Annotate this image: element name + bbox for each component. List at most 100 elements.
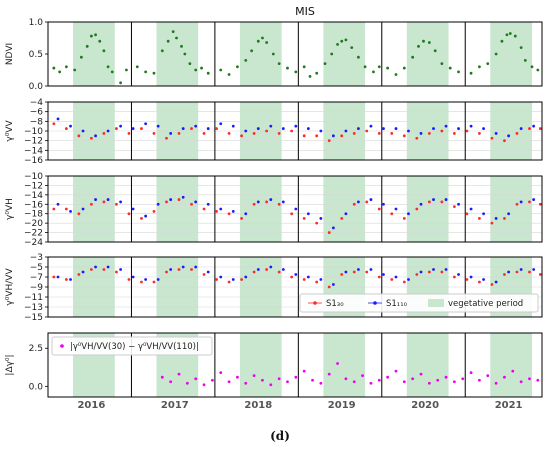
data-point [89, 268, 93, 271]
data-point [215, 278, 218, 281]
data-point [69, 209, 72, 213]
data-point [538, 202, 542, 206]
data-point [169, 198, 173, 201]
data-point [352, 270, 356, 274]
data-point [369, 381, 373, 385]
data-point [315, 71, 319, 75]
data-point [315, 280, 319, 284]
data-point [390, 212, 394, 216]
data-point [336, 43, 339, 46]
data-point [140, 280, 143, 284]
data-point [457, 202, 460, 206]
data-point [119, 268, 122, 271]
data-point [135, 65, 139, 69]
data-point [131, 275, 135, 279]
data-point [188, 62, 192, 65]
data-point [256, 268, 260, 271]
data-point [169, 132, 173, 135]
data-point [340, 39, 344, 43]
data-point [365, 129, 369, 133]
data-point [160, 375, 164, 379]
data-point [352, 132, 356, 135]
data-point [52, 66, 56, 70]
data-point [252, 374, 256, 378]
data-point [361, 374, 364, 378]
data-point [415, 136, 419, 140]
data-point [269, 265, 273, 269]
y-tick-label: −7 [30, 273, 43, 283]
y-axis-label: γ⁰VV [5, 120, 15, 142]
data-point [340, 134, 344, 138]
data-point [515, 132, 519, 135]
data-point [152, 209, 156, 213]
data-point [165, 136, 168, 140]
data-point [427, 132, 431, 135]
data-point [156, 202, 160, 206]
figure-title: MIS [295, 5, 315, 18]
y-tick-label: −14 [24, 191, 43, 201]
y-tick-label: −11 [24, 293, 43, 303]
data-point [390, 278, 394, 281]
data-point [319, 217, 323, 220]
y-axis-label: γ⁰VH/VV [5, 268, 15, 306]
data-point [478, 217, 481, 220]
y-tick-label: −3 [30, 253, 43, 263]
data-point [432, 268, 435, 271]
data-point [444, 268, 448, 271]
vegetative-band [73, 176, 115, 242]
data-point [85, 44, 89, 48]
data-point [56, 117, 60, 121]
data-point [440, 200, 444, 204]
data-point [486, 62, 490, 65]
data-point [302, 217, 306, 220]
data-point [177, 198, 181, 201]
data-point [427, 200, 431, 204]
data-point [494, 132, 498, 135]
data-point [256, 200, 260, 204]
data-point [390, 132, 394, 135]
data-point [469, 207, 473, 211]
data-point [64, 65, 68, 69]
data-point [394, 73, 398, 76]
data-point [206, 202, 210, 206]
data-point [486, 374, 490, 378]
data-point [377, 132, 381, 135]
data-point [202, 132, 206, 135]
data-point [219, 122, 223, 126]
data-point [77, 273, 81, 276]
data-point [532, 124, 536, 128]
panel-vv: −16−14−12−10−8−6−4 γ⁰VV [5, 98, 543, 166]
vegetative-band [406, 176, 449, 242]
data-point [144, 122, 148, 126]
data-point [478, 65, 481, 69]
data-point [306, 275, 310, 279]
data-point [411, 55, 415, 59]
data-point [58, 70, 62, 74]
data-point [440, 270, 444, 274]
vegetative-band [156, 176, 199, 242]
data-point [277, 202, 281, 206]
data-point [52, 275, 56, 279]
data-point [119, 124, 122, 128]
data-point [377, 207, 381, 211]
data-point [394, 275, 398, 279]
data-point [494, 381, 498, 385]
year-label: 2020 [411, 400, 439, 411]
data-point [290, 212, 294, 216]
data-point [536, 68, 540, 72]
data-point [252, 132, 256, 135]
data-point [194, 377, 198, 381]
y-tick-label: −10 [24, 172, 43, 182]
data-point [269, 383, 273, 387]
data-point [528, 127, 531, 130]
data-point [244, 129, 248, 133]
data-point [94, 198, 97, 201]
data-point [372, 70, 375, 74]
data-point [110, 70, 114, 74]
data-point [469, 275, 473, 279]
data-point [469, 71, 473, 75]
panel-frame [47, 332, 543, 398]
data-point [240, 278, 243, 281]
data-point [507, 134, 511, 138]
